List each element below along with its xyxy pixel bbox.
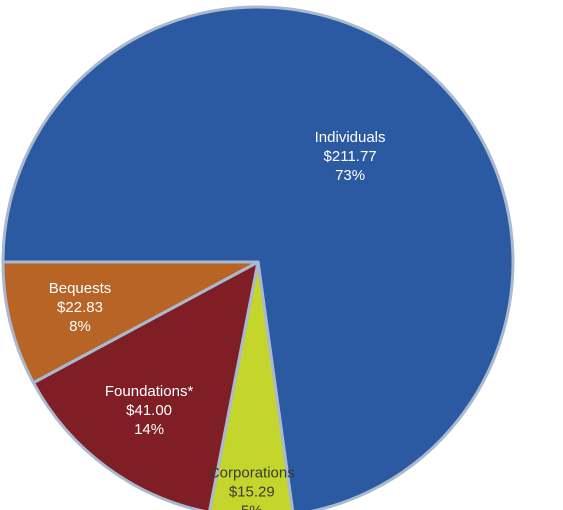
data-label-corporations: Corporations $15.29 5% (209, 464, 295, 510)
pie-slice-foundations (31, 260, 260, 510)
slice-value-text-foundations: $41.00 (126, 402, 172, 419)
pie-labels: Individuals $211.77 73% Corporations $15.29 5… (49, 129, 386, 510)
data-label-individuals: Individuals $211.77 73% (315, 129, 386, 184)
slice-percent-text-corporations: 5% (241, 502, 263, 510)
data-label-bequests: Bequests $22.83 8% (49, 280, 112, 335)
slice-label-bequests: Bequests (49, 280, 112, 297)
slice-label-individuals: Individuals (315, 129, 386, 146)
slice-value-text-individuals: $211.77 (324, 148, 377, 165)
slice-label-corporations: Corporations (209, 464, 295, 481)
pie-slice-corporations (208, 260, 295, 510)
slice-value-text-corporations: $15.29 (229, 483, 275, 500)
slice-value-text-bequests: $22.83 (57, 299, 103, 316)
pie-slices (1, 5, 515, 510)
pie-slice-bequests (1, 260, 260, 385)
slice-label-foundations: Foundations* (105, 383, 194, 400)
data-label-foundations: Foundations* $41.00 14% (105, 383, 194, 438)
pie-slice-individuals (1, 5, 515, 510)
slice-percent-text-bequests: 8% (69, 318, 91, 335)
slice-percent-text-foundations: 14% (134, 421, 164, 438)
slice-percent-text-individuals: 73% (335, 167, 365, 184)
